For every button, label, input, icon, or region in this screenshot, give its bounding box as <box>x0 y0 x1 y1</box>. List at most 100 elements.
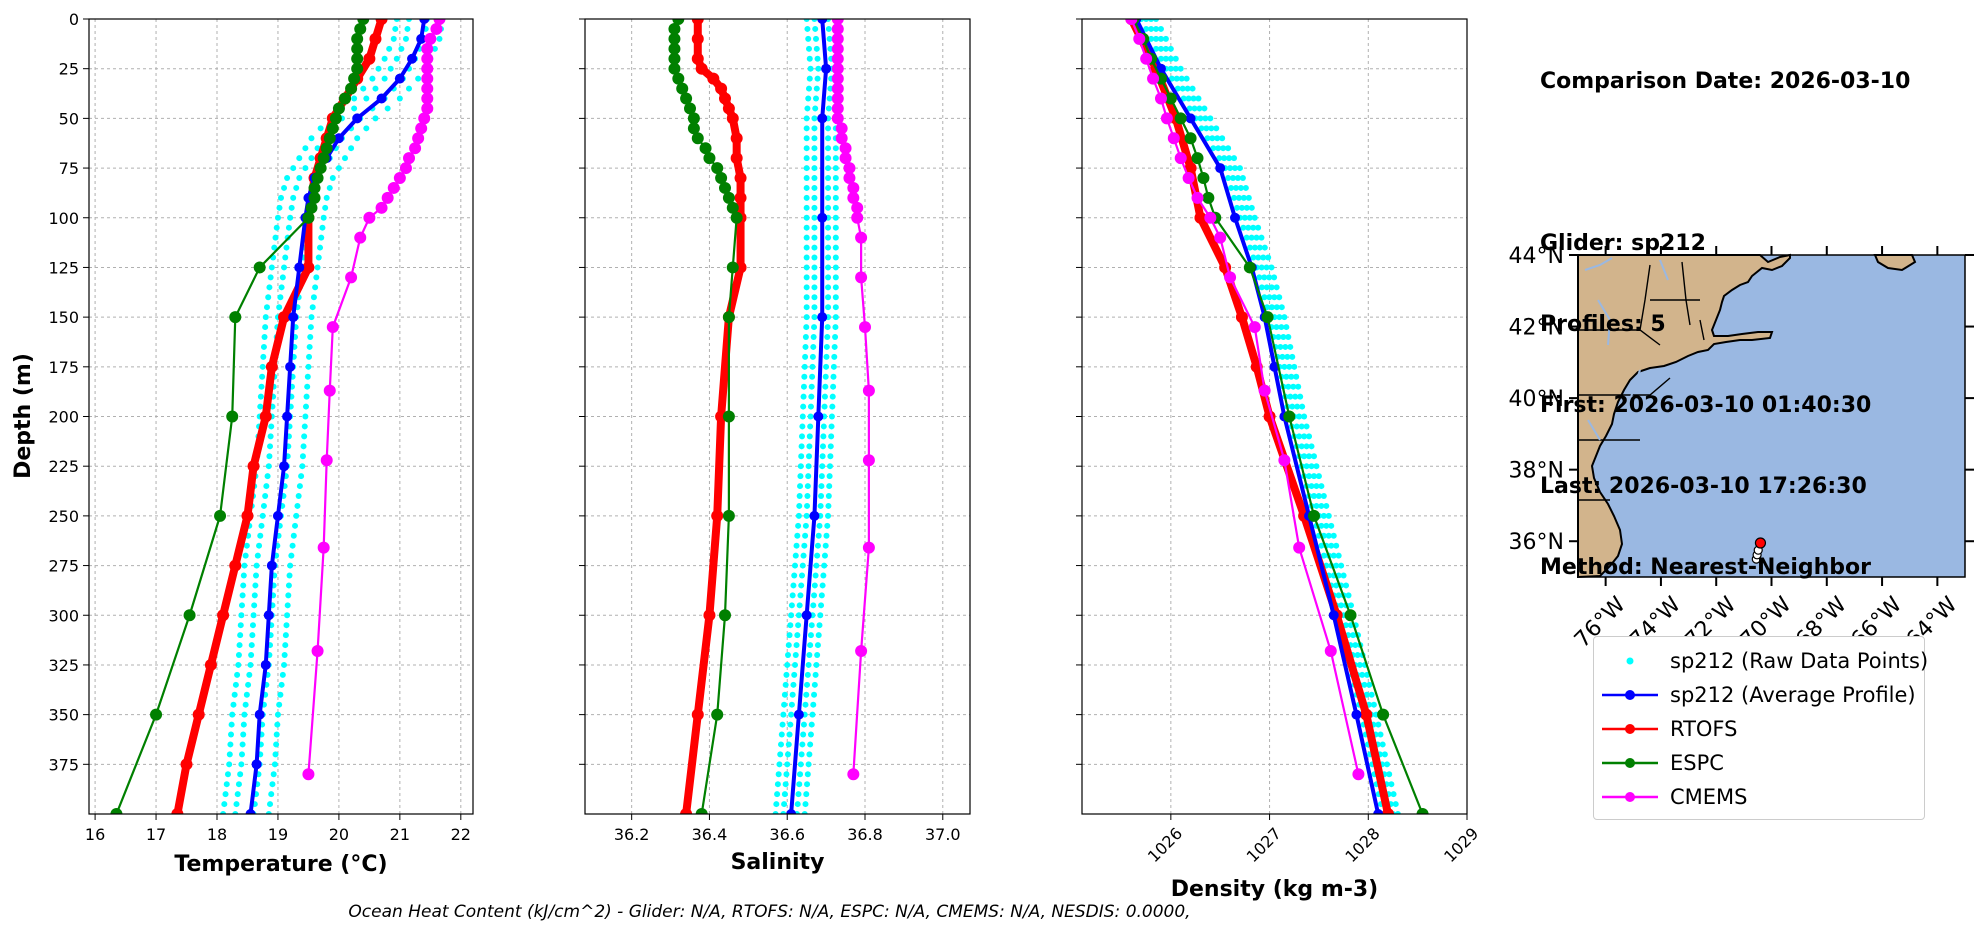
series-point-espc <box>323 132 336 145</box>
series-point-cmems <box>851 211 864 224</box>
raw-data-point <box>295 493 302 499</box>
raw-data-point <box>832 294 839 301</box>
raw-data-point <box>273 224 280 231</box>
raw-data-point <box>811 184 818 191</box>
raw-data-point <box>1198 125 1205 132</box>
raw-data-point <box>823 532 830 539</box>
series-point-cmems <box>415 122 428 135</box>
raw-data-point <box>1260 254 1267 261</box>
raw-data-point <box>278 194 284 201</box>
raw-data-point <box>825 184 832 191</box>
series-point-avg <box>809 510 820 521</box>
raw-data-point <box>1306 473 1313 480</box>
raw-data-point <box>278 681 285 688</box>
series-point-espc <box>672 72 685 85</box>
raw-data-point <box>803 691 810 698</box>
raw-data-point <box>279 274 286 281</box>
series-point-rtofs <box>691 19 704 25</box>
raw-data-point <box>793 542 800 549</box>
series-point-cmems <box>847 181 860 194</box>
raw-data-point <box>1197 115 1204 122</box>
y-tick-label: 225 <box>48 457 79 476</box>
series-point-espc <box>687 112 700 125</box>
raw-data-point <box>821 403 828 410</box>
series-point-espc <box>668 22 681 35</box>
raw-data-point <box>788 602 795 609</box>
raw-data-point <box>1390 791 1397 798</box>
raw-data-point <box>825 274 832 281</box>
raw-data-point <box>1359 671 1366 678</box>
raw-data-point <box>1301 413 1308 420</box>
raw-data-point <box>804 671 811 678</box>
raw-data-point <box>811 234 818 241</box>
raw-data-point <box>825 294 832 301</box>
raw-data-point <box>1268 284 1275 291</box>
raw-data-point <box>305 363 312 370</box>
raw-data-point <box>1273 304 1280 311</box>
raw-data-point <box>1301 453 1308 460</box>
series-point-espc <box>1184 132 1197 145</box>
raw-data-point <box>1196 105 1203 112</box>
raw-data-point <box>811 264 818 271</box>
series-point-avg <box>793 709 804 720</box>
series-point-cmems <box>418 112 431 125</box>
series-point-espc <box>1377 708 1390 721</box>
raw-data-point <box>803 791 810 798</box>
series-point-rtofs <box>171 808 184 814</box>
plot-area <box>1125 19 1429 814</box>
raw-data-point <box>1287 393 1294 400</box>
raw-data-point <box>802 532 809 539</box>
raw-data-point <box>296 175 303 181</box>
raw-data-point <box>406 19 412 22</box>
raw-data-point <box>257 403 264 410</box>
raw-data-point <box>807 65 814 72</box>
raw-data-point <box>277 691 284 698</box>
series-point-espc <box>722 509 735 522</box>
raw-data-point <box>1195 95 1202 102</box>
legend-item-espc: ESPC <box>1600 748 1724 778</box>
raw-data-point <box>1308 443 1315 450</box>
raw-data-point <box>1370 701 1377 708</box>
raw-data-point <box>796 493 803 499</box>
legend-label-avg: sp212 (Average Profile) <box>1670 683 1916 707</box>
raw-data-point <box>270 771 277 778</box>
raw-data-point <box>286 572 293 579</box>
raw-data-point <box>822 542 829 549</box>
raw-data-point <box>785 741 792 748</box>
raw-data-point <box>811 145 818 152</box>
legend-marker-rtofs-icon <box>1602 724 1658 734</box>
series-point-espc <box>226 410 239 423</box>
raw-data-point <box>247 661 254 668</box>
raw-data-point <box>803 294 810 301</box>
raw-data-point <box>794 532 801 539</box>
raw-data-point <box>803 244 810 251</box>
series-point-espc <box>214 509 227 522</box>
raw-data-point <box>1392 801 1399 808</box>
raw-data-point <box>801 811 808 814</box>
series-point-cmems <box>421 92 434 105</box>
raw-data-point <box>1368 691 1375 698</box>
raw-data-point <box>322 204 329 211</box>
series-point-cmems <box>323 384 336 397</box>
raw-data-point <box>223 781 230 788</box>
raw-data-point <box>335 165 342 172</box>
raw-data-point <box>795 522 802 529</box>
raw-data-point <box>1167 55 1174 62</box>
map-rivers <box>1584 257 1669 441</box>
raw-data-point <box>774 781 781 788</box>
raw-data-point <box>824 324 831 331</box>
raw-data-point <box>281 661 288 668</box>
raw-data-point <box>285 592 292 599</box>
profile-count: Profiles: 5 <box>1540 312 1666 337</box>
series-point-rtofs <box>1184 162 1197 175</box>
raw-data-point <box>267 443 274 450</box>
series-point-espc <box>1197 172 1210 184</box>
raw-data-point <box>799 741 806 748</box>
raw-data-point <box>323 194 330 201</box>
raw-data-point <box>267 801 274 808</box>
raw-data-point <box>818 592 825 599</box>
series-point-cmems <box>1352 768 1365 781</box>
raw-data-point <box>372 115 379 122</box>
series-point-cmems <box>831 82 844 95</box>
series-point-avg <box>279 461 290 472</box>
